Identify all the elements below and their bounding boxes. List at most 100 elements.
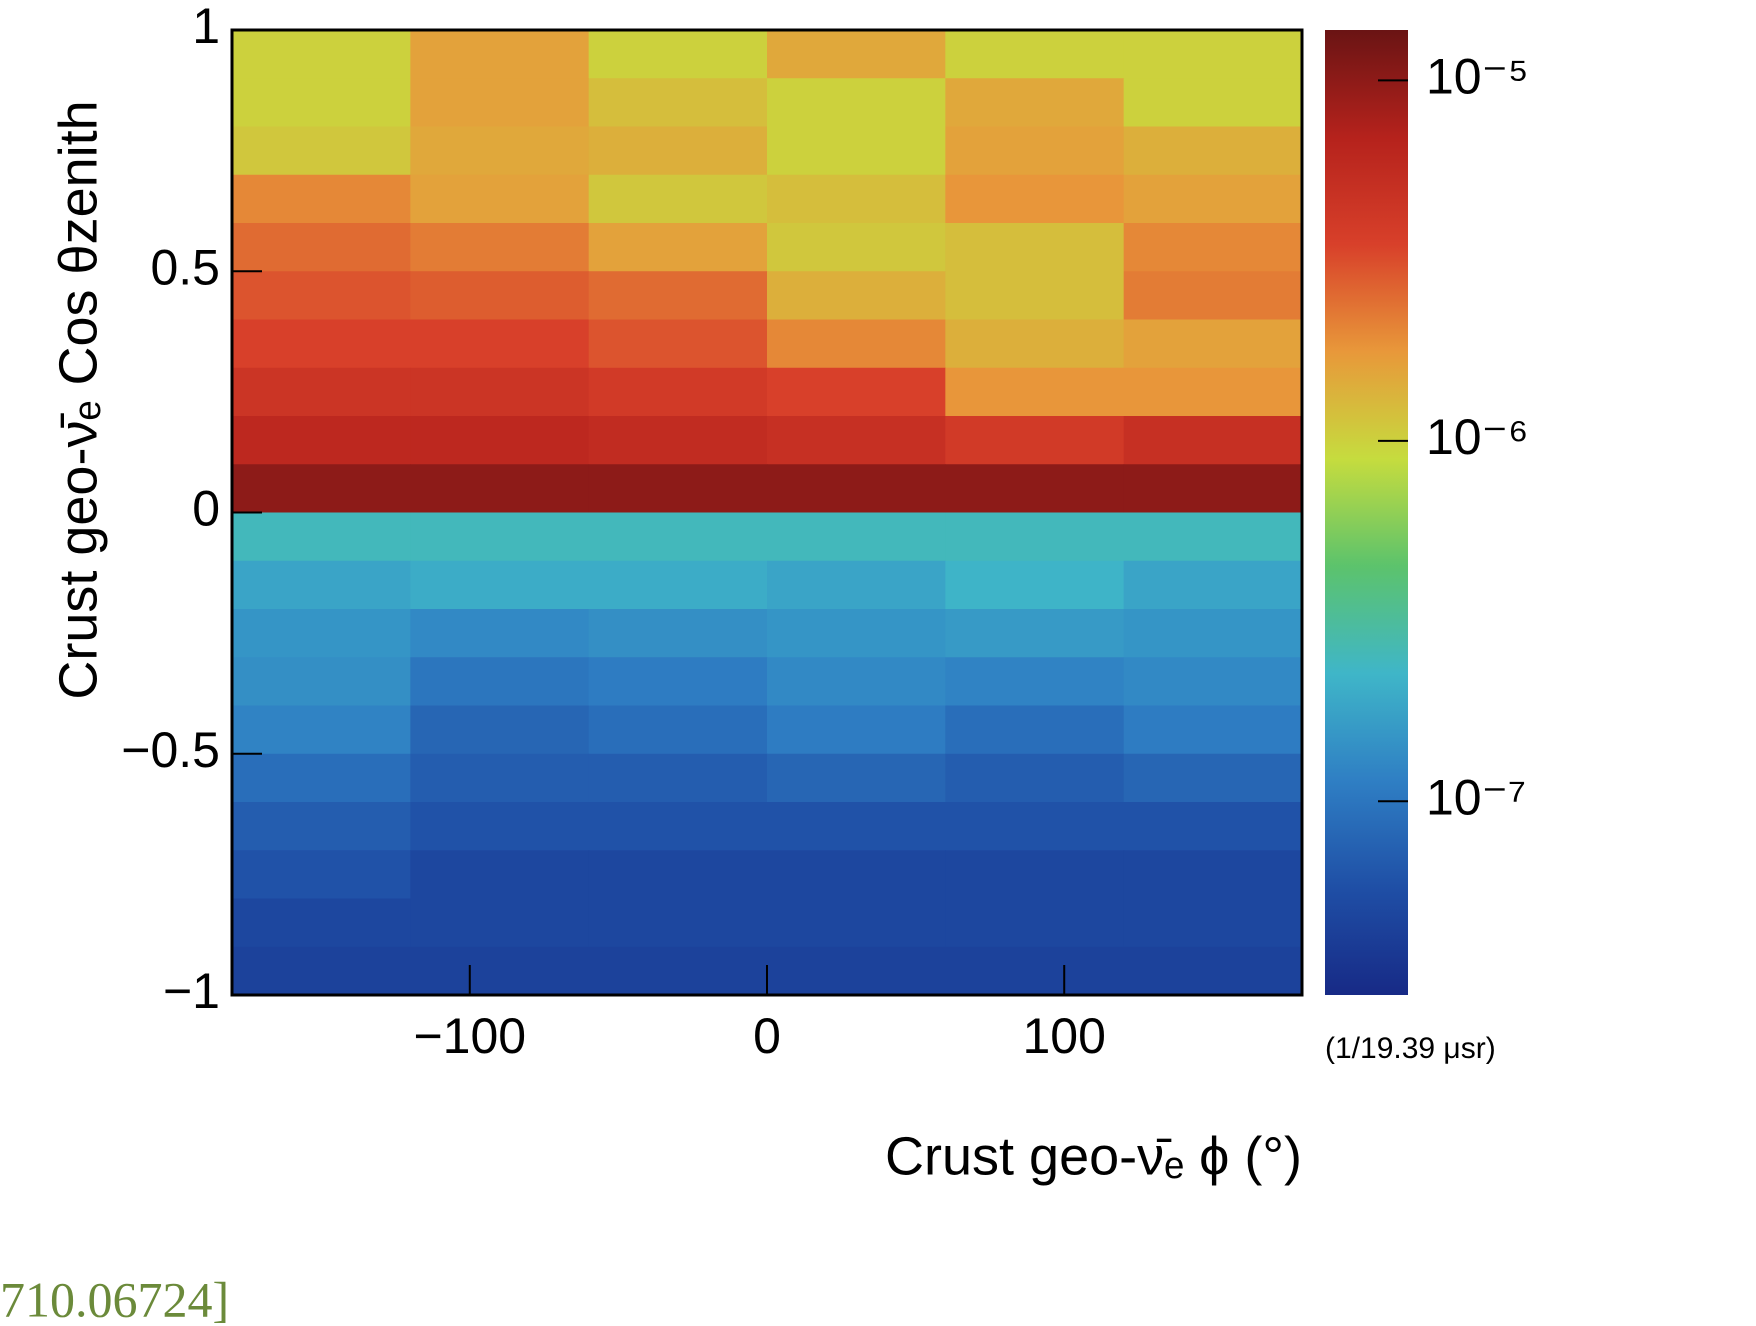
heatmap-cell — [945, 946, 1125, 996]
heatmap-cell — [767, 946, 946, 996]
heatmap-cell — [588, 946, 768, 996]
heatmap-cell — [767, 657, 946, 706]
heatmap-cell — [232, 802, 411, 851]
heatmap-cell — [1123, 174, 1303, 224]
heatmap-cell — [767, 223, 946, 272]
heatmap-cell — [588, 802, 768, 851]
heatmap-cell — [410, 464, 590, 513]
heatmap-cell — [1123, 850, 1303, 899]
heatmap-cell — [232, 657, 411, 706]
heatmap-cell — [945, 416, 1125, 465]
heatmap-cell — [945, 30, 1125, 79]
heatmap-cell — [588, 174, 768, 224]
y-tick-label: 0 — [192, 481, 220, 537]
heatmap-cell — [767, 705, 946, 755]
heatmap-cell — [410, 850, 590, 899]
x-tick-label: 0 — [753, 1008, 781, 1064]
heatmap-cell — [1123, 657, 1303, 706]
y-axis-label: Crust geo-ν̄ₑ Cos θzenith — [48, 100, 108, 699]
heatmap-cell — [945, 802, 1125, 851]
heatmap-cell — [232, 223, 411, 272]
heatmap-cell — [410, 609, 590, 658]
heatmap-cell — [945, 898, 1125, 948]
heatmap-cell — [945, 705, 1125, 755]
heatmap-cell — [410, 946, 590, 996]
heatmap-cell — [588, 223, 768, 272]
heatmap-cell — [767, 753, 946, 803]
heatmap-cell — [410, 367, 590, 417]
colorbar — [1325, 30, 1408, 995]
heatmap-cell — [588, 30, 768, 79]
heatmap-cell — [410, 78, 590, 127]
heatmap-cell — [588, 464, 768, 513]
heatmap-cell — [232, 609, 411, 658]
heatmap-cell — [232, 898, 411, 948]
heatmap-cell — [410, 898, 590, 948]
heatmap-cell — [588, 367, 768, 417]
colorbar-label: (1/19.39 μsr) — [1325, 1032, 1496, 1065]
heatmap-cell — [945, 223, 1125, 272]
heatmap-cell — [588, 416, 768, 465]
heatmap-cell — [767, 319, 946, 369]
heatmap-cell — [410, 657, 590, 706]
heatmap-cell — [1123, 560, 1303, 610]
heatmap-cell — [1123, 946, 1303, 996]
heatmap-cell — [945, 850, 1125, 899]
heatmap-cell — [945, 753, 1125, 803]
heatmap-cell — [588, 271, 768, 320]
heatmap-cell — [1123, 512, 1303, 562]
x-axis-label: Crust geo-ν̄ₑ ϕ (°) — [885, 1126, 1302, 1186]
heatmap-cell — [588, 560, 768, 610]
heatmap-cell — [232, 464, 411, 513]
x-tick-label: −100 — [413, 1008, 526, 1064]
heatmap-cell — [232, 174, 411, 224]
heatmap-cell — [410, 30, 590, 79]
heatmap-cell — [232, 705, 411, 755]
heatmap-cell — [767, 416, 946, 465]
heatmap-cell — [588, 657, 768, 706]
heatmap-cell — [1123, 223, 1303, 272]
heatmap-cell — [767, 898, 946, 948]
colorbar-tick-label: 10⁻⁷ — [1426, 769, 1526, 825]
heatmap-cell — [767, 271, 946, 320]
heatmap-cell — [588, 609, 768, 658]
heatmap-cell — [1123, 609, 1303, 658]
y-tick-label: −0.5 — [121, 722, 220, 778]
heatmap-cell — [767, 126, 946, 176]
heatmap-cell — [1123, 898, 1303, 948]
heatmap-cell — [767, 78, 946, 127]
heatmap-cell — [945, 271, 1125, 320]
heatmap-cell — [1123, 30, 1303, 79]
heatmap-cell — [410, 223, 590, 272]
x-tick-label: 100 — [1023, 1008, 1106, 1064]
heatmap-cell — [232, 271, 411, 320]
heatmap-cell — [588, 512, 768, 562]
y-tick-label: −1 — [163, 963, 220, 1019]
heatmap-cell — [767, 609, 946, 658]
colorbar-tick-label: 10⁻⁶ — [1426, 409, 1529, 465]
heatmap-cell — [1123, 126, 1303, 176]
heatmap-cell — [410, 174, 590, 224]
heatmap-cell — [232, 946, 411, 996]
heatmap-cell — [232, 30, 411, 79]
heatmap-cell — [1123, 416, 1303, 465]
heatmap-cell — [1123, 367, 1303, 417]
heatmap-cell — [410, 802, 590, 851]
heatmap-cell — [767, 174, 946, 224]
heatmap-cell — [410, 126, 590, 176]
heatmap-cell — [945, 464, 1125, 513]
heatmap-cell — [410, 753, 590, 803]
annotation: 710.06724] — [0, 1271, 229, 1326]
heatmap-cell — [232, 753, 411, 803]
heatmap-cell — [1123, 753, 1303, 803]
colorbar-tick-label: 10⁻⁵ — [1426, 49, 1529, 105]
heatmap-cell — [410, 512, 590, 562]
heatmap-cell — [945, 319, 1125, 369]
heatmap-cell — [945, 78, 1125, 127]
heatmap-cell — [945, 560, 1125, 610]
heatmap-cell — [410, 560, 590, 610]
heatmap-cell — [767, 30, 946, 79]
heatmap-cell — [767, 464, 946, 513]
heatmap-cell — [410, 319, 590, 369]
heatmap-cell — [945, 512, 1125, 562]
